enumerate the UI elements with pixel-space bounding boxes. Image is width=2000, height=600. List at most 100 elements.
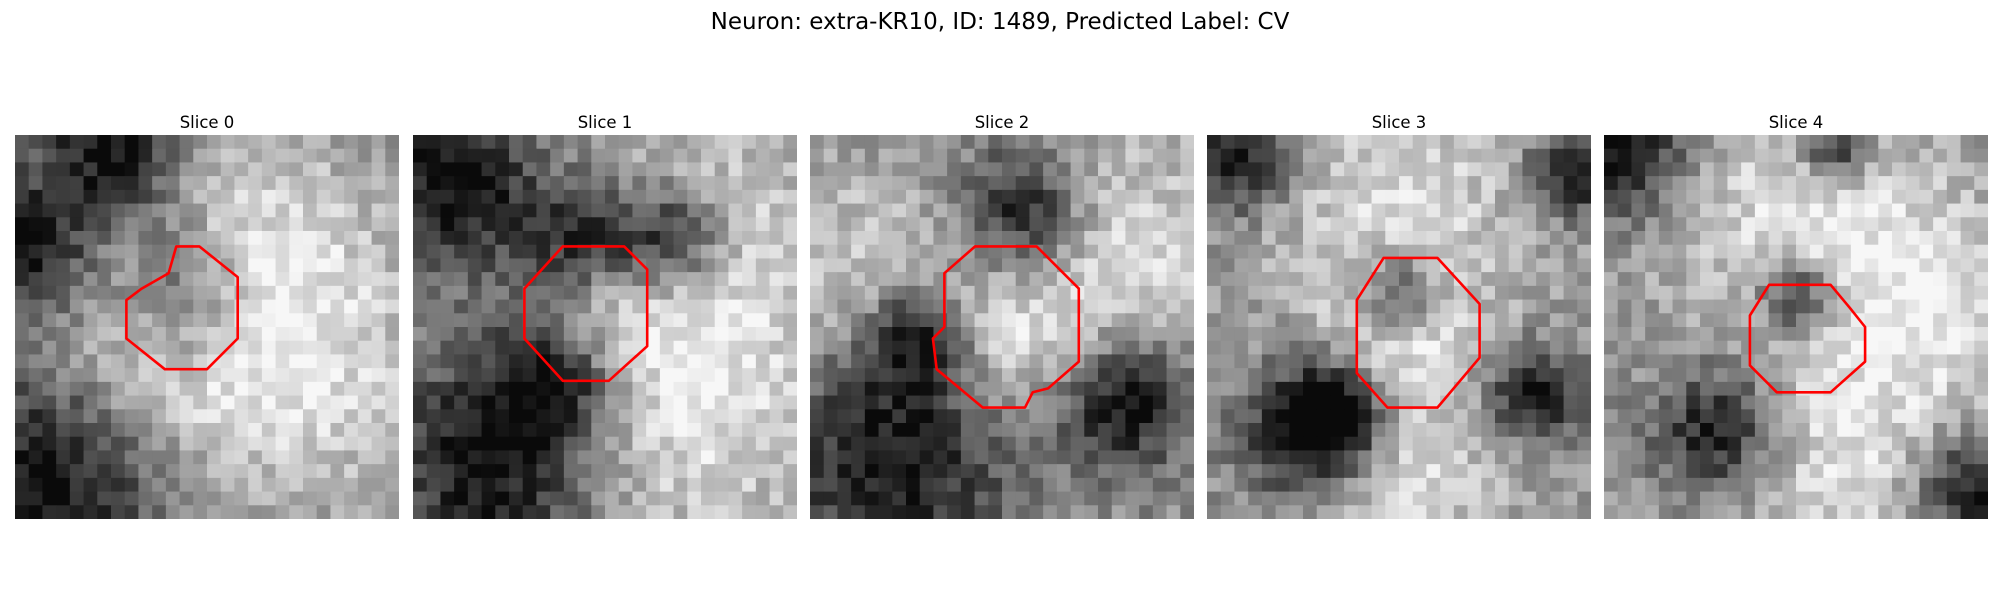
slice-pixel xyxy=(1275,176,1290,191)
slice-pixel xyxy=(1111,313,1126,328)
slice-pixel xyxy=(919,272,934,287)
slice-pixel xyxy=(1330,203,1345,218)
slice-pixel xyxy=(275,203,290,218)
slice-pixel xyxy=(220,272,235,287)
slice-pixel xyxy=(1275,477,1290,492)
slice-pixel xyxy=(783,285,797,300)
slice-pixel xyxy=(1344,423,1359,438)
slice-pixel xyxy=(1508,135,1523,150)
slice-pixel xyxy=(1056,203,1071,218)
slice-pixel xyxy=(783,327,797,342)
slice-pixel xyxy=(851,477,866,492)
slice-pixel xyxy=(1508,258,1523,273)
slice-pixel xyxy=(906,272,921,287)
slice-pixel xyxy=(1631,409,1646,424)
slice-pixel xyxy=(701,148,716,163)
slice-pixel xyxy=(111,272,126,287)
slice-pixel xyxy=(632,189,647,204)
slice-pixel xyxy=(1850,162,1865,177)
slice-pixel xyxy=(152,436,167,451)
slice-pixel xyxy=(618,354,633,369)
slice-pixel xyxy=(1453,368,1468,383)
slice-pixel xyxy=(1672,176,1687,191)
slice-pixel xyxy=(1741,423,1756,438)
slice-pixel xyxy=(550,203,565,218)
slice-pixel xyxy=(1261,368,1276,383)
slice-pixel xyxy=(413,477,428,492)
slice-pixel xyxy=(577,203,592,218)
slice-pixel xyxy=(1495,135,1510,150)
slice-pixel xyxy=(426,409,441,424)
slice-pixel xyxy=(1084,368,1099,383)
slice-pixel xyxy=(1823,368,1838,383)
slice-pixel xyxy=(550,327,565,342)
slice-pixel xyxy=(371,135,386,150)
slice-pixel xyxy=(440,368,455,383)
slice-pixel xyxy=(1617,272,1632,287)
slice-pixel xyxy=(1508,189,1523,204)
slice-pixel xyxy=(632,244,647,259)
slice-pixel xyxy=(1672,436,1687,451)
slice-pixel xyxy=(111,217,126,232)
slice-pixel xyxy=(960,464,975,479)
slice-pixel xyxy=(509,189,524,204)
slice-pixel xyxy=(1371,450,1386,465)
slice-pixel xyxy=(1303,285,1318,300)
slice-pixel xyxy=(591,162,606,177)
slice-pixel xyxy=(755,162,770,177)
slice-pixel xyxy=(1946,340,1961,355)
slice-pixel xyxy=(15,272,30,287)
slice-pixel xyxy=(974,313,989,328)
slice-pixel xyxy=(1850,368,1865,383)
slice-pixel xyxy=(1577,423,1591,438)
slice-pixel xyxy=(783,258,797,273)
slice-pixel xyxy=(1658,409,1673,424)
slice-pixel xyxy=(1015,436,1030,451)
slice-pixel xyxy=(769,231,784,246)
slice-pixel xyxy=(1180,285,1194,300)
slice-pixel xyxy=(1207,162,1222,177)
slice-pixel xyxy=(1029,176,1044,191)
slice-pixel xyxy=(1713,464,1728,479)
slice-pixel xyxy=(1864,313,1879,328)
slice-pixel xyxy=(426,313,441,328)
slice-pixel xyxy=(1207,491,1222,506)
slice-pixel xyxy=(179,381,194,396)
slice-pixel xyxy=(1700,354,1715,369)
slice-pixel xyxy=(1658,477,1673,492)
slice-pixel xyxy=(1316,135,1331,150)
slice-pixel xyxy=(1549,354,1564,369)
slice-pixel xyxy=(1672,395,1687,410)
slice-pixel xyxy=(1850,231,1865,246)
slice-pixel xyxy=(687,176,702,191)
slice-pixel xyxy=(1385,381,1400,396)
slice-pixel xyxy=(1084,203,1099,218)
slice-pixel xyxy=(124,464,139,479)
slice-pixel xyxy=(974,176,989,191)
slice-pixel xyxy=(1440,299,1455,314)
slice-pixel xyxy=(1248,162,1263,177)
slice-pixel xyxy=(371,299,386,314)
slice-pixel xyxy=(536,189,551,204)
slice-pixel xyxy=(960,231,975,246)
slice-pixel xyxy=(15,409,30,424)
slice-pixel xyxy=(1275,189,1290,204)
slice-pixel xyxy=(193,368,208,383)
slice-pixel xyxy=(823,258,838,273)
slice-pixel xyxy=(1672,203,1687,218)
slice-pixel xyxy=(1905,423,1920,438)
slice-pixel xyxy=(275,368,290,383)
slice-pixel xyxy=(207,176,222,191)
slice-pixel xyxy=(454,327,469,342)
slice-pixel xyxy=(1727,148,1742,163)
slice-pixel xyxy=(1002,395,1017,410)
slice-pixel xyxy=(1029,272,1044,287)
slice-pixel xyxy=(111,231,126,246)
slice-pixel xyxy=(111,285,126,300)
slice-pixel xyxy=(440,162,455,177)
slice-pixel xyxy=(878,409,893,424)
slice-pixel xyxy=(357,368,372,383)
slice-pixel xyxy=(960,354,975,369)
slice-pixel xyxy=(632,423,647,438)
slice-pixel xyxy=(289,162,304,177)
